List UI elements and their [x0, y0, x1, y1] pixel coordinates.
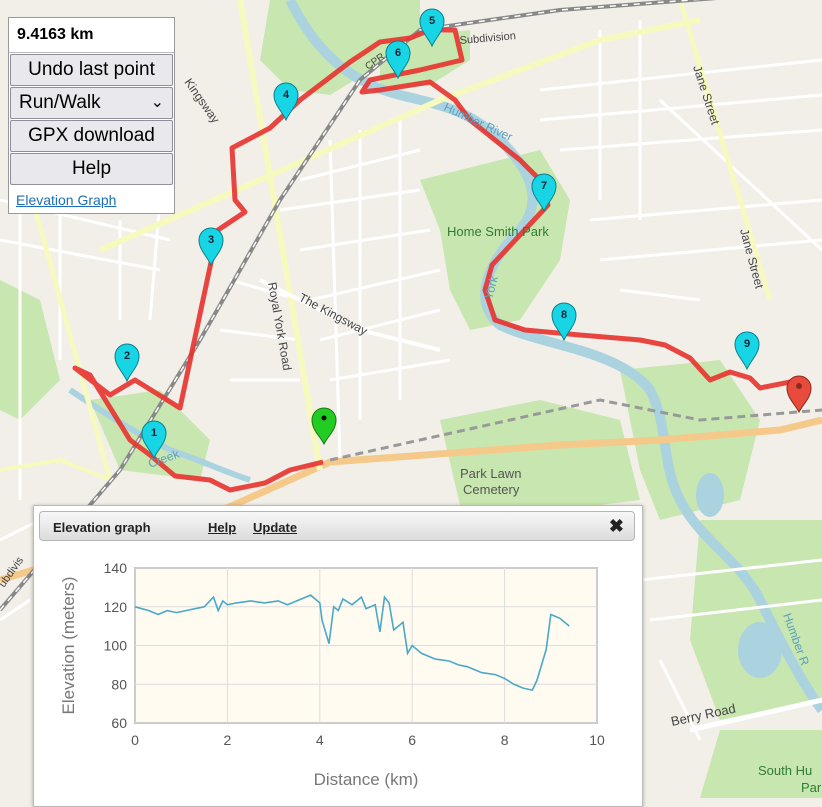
home-smith-park-label: Home Smith Park: [447, 224, 549, 239]
waypoint-marker-1[interactable]: 1: [141, 420, 167, 460]
subdivision-top-label: Subdivision: [459, 30, 516, 47]
south-humber-label: South Hu: [758, 763, 812, 778]
waypoint-label-5: 5: [429, 15, 435, 27]
waypoint-label-1: 1: [151, 427, 157, 439]
waypoint-marker-5[interactable]: 5: [419, 8, 445, 48]
waypoint-label-4: 4: [283, 89, 290, 101]
y-tick-label: 100: [104, 638, 128, 654]
waypoint-label-7: 7: [541, 180, 547, 192]
waypoint-marker-3[interactable]: 3: [198, 227, 224, 267]
x-tick-label: 10: [589, 732, 605, 748]
route-control-panel: 9.4163 km Undo last point Run/Walk ⌄ GPX…: [8, 17, 175, 214]
x-tick-label: 4: [316, 732, 324, 748]
x-axis-label: Distance (km): [314, 770, 419, 789]
total-distance: 9.4163 km: [9, 18, 174, 53]
end-marker[interactable]: [786, 375, 812, 414]
elevation-graph-link[interactable]: Elevation Graph: [16, 192, 117, 208]
x-tick-label: 0: [131, 732, 139, 748]
elevation-help-link[interactable]: Help: [208, 520, 237, 535]
elevation-update-link[interactable]: Update: [253, 520, 298, 535]
waypoint-marker-8[interactable]: 8: [551, 302, 577, 342]
y-tick-label: 60: [111, 715, 127, 731]
elevation-series-line: [134, 594, 570, 692]
start-marker[interactable]: [311, 407, 337, 446]
waypoint-marker-2[interactable]: 2: [114, 343, 140, 383]
y-tick-label: 140: [104, 560, 128, 576]
elevation-panel-title: Elevation graph: [53, 520, 151, 535]
waypoint-label-3: 3: [208, 234, 214, 246]
activity-mode-value: Run/Walk: [19, 92, 101, 113]
y-tick-label: 80: [111, 676, 127, 692]
activity-mode-select[interactable]: Run/Walk ⌄: [10, 87, 173, 119]
chevron-down-icon: ⌄: [150, 94, 164, 111]
y-tick-label: 120: [104, 599, 128, 615]
waypoint-label-9: 9: [744, 338, 750, 350]
x-tick-label: 6: [408, 732, 416, 748]
elevation-graph-panel: Elevation graph Help Update ✖ 0 2 4 6 8 10 60 8…: [33, 505, 643, 807]
waypoint-markers[interactable]: 1 2 3 4 5 6 7 8 9: [114, 8, 760, 460]
elevation-chart: 0 2 4 6 8 10 60 80 100 120 140 Distance (km) Elevati…: [59, 560, 605, 789]
waypoint-marker-9[interactable]: 9: [734, 331, 760, 371]
cemetery-label: Cemetery: [463, 482, 520, 497]
railways: [0, 0, 822, 612]
waypoint-label-2: 2: [124, 350, 130, 362]
undo-last-point-button[interactable]: Undo last point: [10, 54, 173, 86]
x-tick-label: 8: [501, 732, 509, 748]
south-humber-park-label: Park: [801, 780, 822, 795]
minor-streets: [0, 20, 822, 741]
waypoint-label-8: 8: [561, 309, 567, 321]
waypoint-label-6: 6: [395, 47, 401, 59]
waypoint-marker-4[interactable]: 4: [273, 82, 299, 122]
elevation-panel-header: Elevation graph Help Update ✖: [39, 511, 635, 541]
gpx-download-button[interactable]: GPX download: [10, 120, 173, 152]
york-label: York: [481, 273, 501, 300]
x-tick-label: 2: [224, 732, 232, 748]
route-line: [72, 27, 801, 493]
park-lawn-label: Park Lawn: [460, 466, 521, 481]
waypoint-marker-6[interactable]: 6: [385, 40, 411, 80]
y-axis-label: Elevation (meters): [59, 577, 78, 715]
help-button[interactable]: Help: [10, 153, 173, 185]
waypoint-marker-7[interactable]: 7: [531, 173, 557, 213]
close-icon[interactable]: ✖: [608, 516, 624, 536]
